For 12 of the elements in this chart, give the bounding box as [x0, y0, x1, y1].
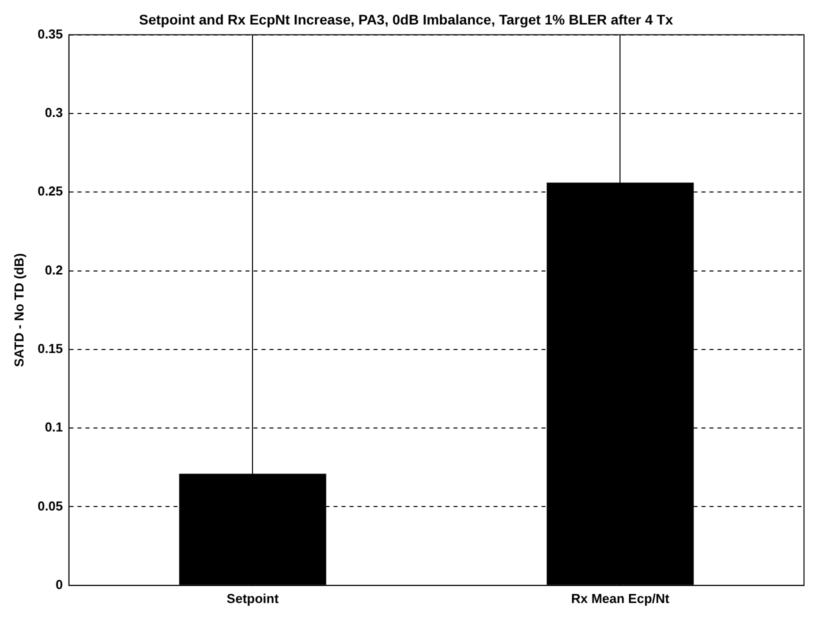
y-tick-label: 0.15 — [38, 341, 63, 356]
x-tick-label: Setpoint — [226, 590, 280, 606]
y-tick-label: 0.3 — [44, 105, 63, 120]
x-tick-label: Rx Mean Ecp/Nt — [571, 590, 670, 606]
y-axis-title: SATD - No TD (dB) — [11, 253, 26, 368]
y-tick-label: 0 — [56, 576, 63, 592]
y-tick-label: 0.2 — [44, 262, 63, 278]
y-tick-label: 0.25 — [38, 184, 63, 199]
y-tick-label: 0.1 — [44, 420, 63, 435]
y-tick-label: 0.35 — [38, 26, 63, 42]
y-tick-label: 0.05 — [38, 498, 63, 514]
chart-title: Setpoint and Rx EcpNt Increase, PA3, 0dB Imbalance, Target 1% BLER after 4 Tx — [139, 11, 674, 28]
